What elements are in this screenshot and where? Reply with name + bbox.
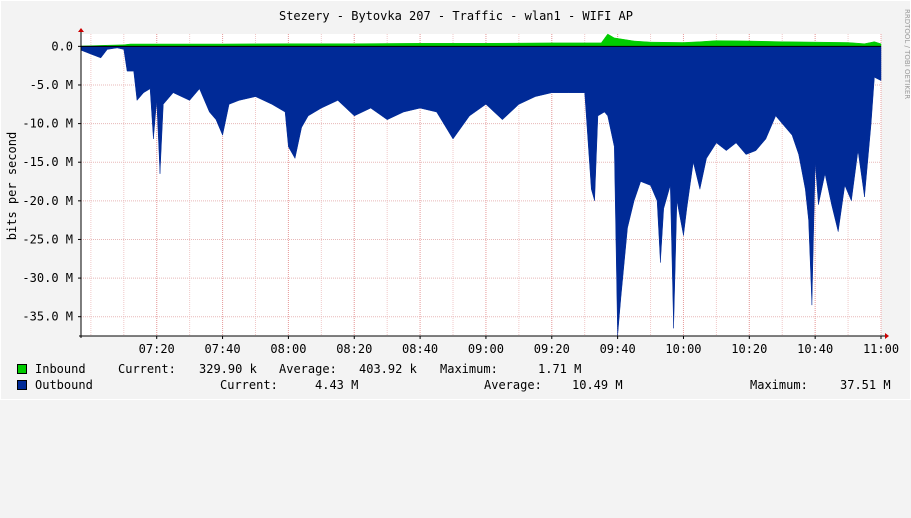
series-inbound-area <box>80 33 882 47</box>
outbound-current-label: Current: <box>220 378 278 392</box>
outbound-swatch <box>17 380 27 390</box>
rrdtool-watermark: RRDTOOL / TOBI OETIKER <box>903 9 911 99</box>
inbound-current-value: 329.90 k <box>199 362 257 376</box>
inbound-average-value: 403.92 k <box>359 362 417 376</box>
x-tick-label: 08:00 <box>270 342 306 356</box>
x-tick-label: 10:20 <box>731 342 767 356</box>
chart-title: Stezery - Bytovka 207 - Traffic - wlan1 … <box>279 9 633 23</box>
outbound-maximum-label: Maximum: <box>750 378 808 392</box>
x-tick-label: 10:40 <box>797 342 833 356</box>
y-tick-label: -20.0 M <box>22 194 73 208</box>
legend-outbound: Outbound Current: 4.43 M Average: 10.49 … <box>17 378 897 392</box>
y-tick-label: -25.0 M <box>22 232 73 246</box>
inbound-swatch <box>17 364 27 374</box>
y-axis-arrow-icon <box>78 28 84 32</box>
series-outbound-area <box>80 46 882 337</box>
inbound-maximum-value: 1.71 M <box>538 362 582 376</box>
outbound-average-label: Average: <box>484 378 542 392</box>
x-tick-label: 10:00 <box>665 342 701 356</box>
outbound-average-value: 10.49 M <box>572 378 623 392</box>
outbound-current-value: 4.43 M <box>315 378 359 392</box>
x-tick-label: 09:20 <box>534 342 570 356</box>
y-tick-label: -5.0 M <box>30 78 73 92</box>
inbound-name: Inbound <box>35 362 86 376</box>
x-tick-label: 09:00 <box>468 342 504 356</box>
traffic-chart: 0.0 -5.0 M -10.0 M -15.0 M -20.0 M -25.0 M -30… <box>5 9 911 356</box>
inbound-average-label: Average: <box>279 362 337 376</box>
x-axis-arrow-icon <box>885 333 889 339</box>
y-tick-label: -10.0 M <box>22 117 73 131</box>
outbound-maximum-value: 37.51 M <box>840 378 891 392</box>
outbound-name: Outbound <box>35 378 93 392</box>
inbound-maximum-label: Maximum: <box>440 362 498 376</box>
y-tick-label: -35.0 M <box>22 310 73 324</box>
y-tick-label: 0.0 <box>51 39 73 53</box>
x-tick-label: 07:20 <box>139 342 175 356</box>
data-areas <box>80 33 882 337</box>
x-tick-label: 08:20 <box>336 342 372 356</box>
y-axis-label: bits per second <box>5 132 19 240</box>
y-tick-label: -15.0 M <box>22 155 73 169</box>
inbound-current-label: Current: <box>118 362 176 376</box>
x-tick-label: 11:00 <box>863 342 899 356</box>
graph-frame: 0.0 -5.0 M -10.0 M -15.0 M -20.0 M -25.0 M -30… <box>0 0 911 400</box>
y-tick-label: -30.0 M <box>22 271 73 285</box>
x-tick-label: 08:40 <box>402 342 438 356</box>
legend-inbound: Inbound Current: 329.90 k Average: 403.9… <box>17 362 897 376</box>
x-tick-label: 09:40 <box>600 342 636 356</box>
axes: 0.0 -5.0 M -10.0 M -15.0 M -20.0 M -25.0 M -30… <box>22 28 899 356</box>
x-tick-label: 07:40 <box>205 342 241 356</box>
